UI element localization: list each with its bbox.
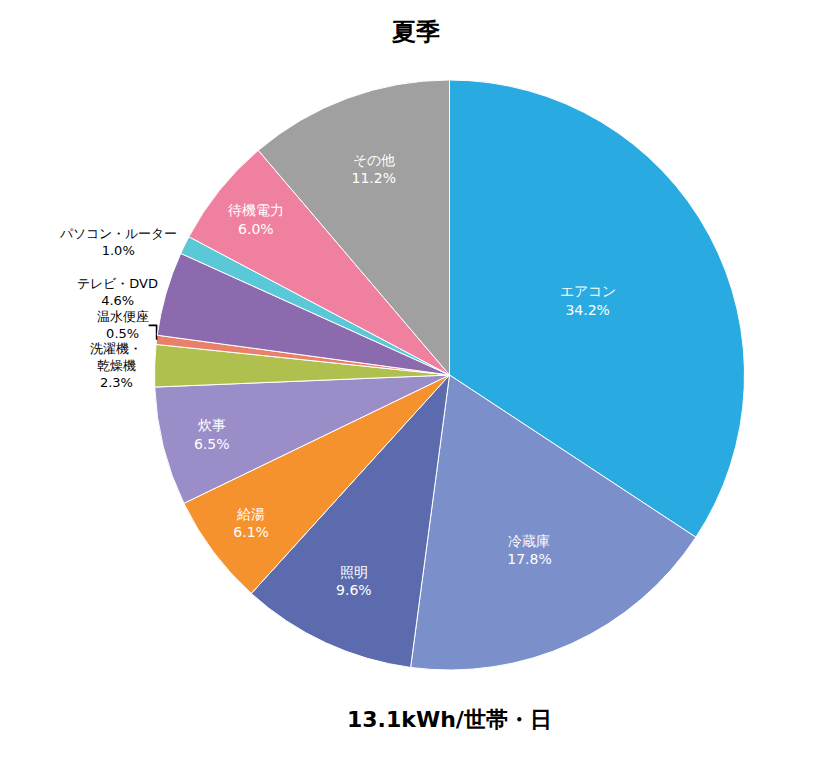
svg-text:洗濯機・乾燥機2.3%: 洗濯機・乾燥機2.3% — [90, 341, 142, 390]
svg-text:13.1kWh/世帯・日: 13.1kWh/世帯・日 — [347, 707, 552, 732]
svg-text:照明9.6%: 照明9.6% — [336, 564, 372, 598]
svg-text:炊事6.5%: 炊事6.5% — [194, 417, 230, 451]
svg-text:夏季: 夏季 — [391, 18, 440, 46]
svg-text:待機電力6.0%: 待機電力6.0% — [228, 202, 284, 236]
svg-text:冷蔵庫17.8%: 冷蔵庫17.8% — [507, 533, 551, 567]
svg-text:パソコン・ルーター1.0%: パソコン・ルーター1.0% — [59, 226, 177, 258]
svg-text:温水便座0.5%: 温水便座0.5% — [97, 309, 149, 341]
svg-text:給湯6.1%: 給湯6.1% — [233, 506, 269, 540]
svg-text:テレビ・DVD4.6%: テレビ・DVD4.6% — [77, 276, 158, 308]
svg-text:その他11.2%: その他11.2% — [352, 152, 396, 186]
svg-text:エアコン34.2%: エアコン34.2% — [560, 283, 616, 317]
